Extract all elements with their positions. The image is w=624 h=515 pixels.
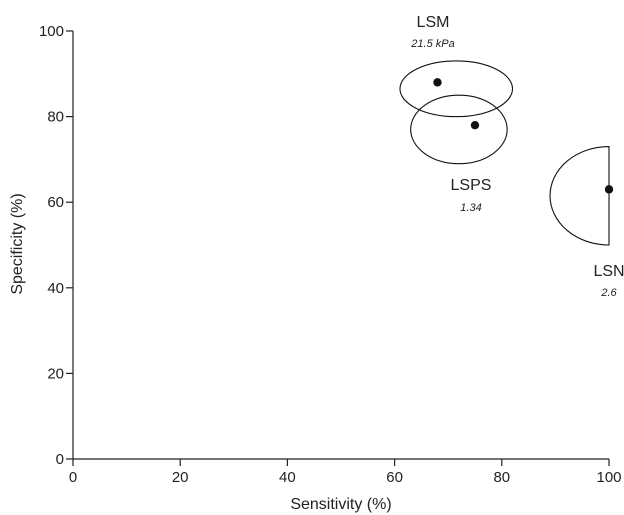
y-tick-label: 100 — [39, 23, 64, 40]
point-lsps — [470, 120, 480, 130]
x-tick-label: 40 — [279, 469, 296, 486]
x-tick-label: 60 — [386, 469, 403, 486]
point-cutoff-lsps: 1.34 — [460, 202, 481, 214]
x-tick-label: 80 — [493, 469, 510, 486]
confidence-region-lsm — [399, 60, 514, 118]
confidence-region-lsps — [410, 94, 508, 165]
y-tick-label: 0 — [56, 451, 64, 468]
y-tick-label: 80 — [47, 109, 64, 126]
x-tick-label: 20 — [172, 469, 189, 486]
plot-area: 0 20 40 60 80 100 0 20 40 60 80 100 LSM 21.5 kPa LSPS 1… — [39, 14, 624, 486]
confidence-region-lsn — [549, 146, 610, 246]
x-tick-label: 0 — [69, 469, 77, 486]
point-lsm — [433, 78, 442, 87]
y-tick-label: 40 — [47, 280, 64, 297]
point-cutoff-lsn: 2.6 — [600, 287, 617, 299]
point-lsn — [604, 185, 614, 194]
y-tick-label: 20 — [47, 365, 64, 382]
point-label-lsps: LSPS — [451, 177, 492, 194]
y-axis-title: Specificity (%) — [9, 193, 26, 294]
point-cutoff-lsm: 21.5 kPa — [410, 38, 454, 50]
y-tick-label: 60 — [47, 194, 64, 211]
x-axis-title: Sensitivity (%) — [290, 496, 391, 513]
point-label-lsm: LSM — [417, 14, 450, 31]
x-tick-label: 100 — [596, 469, 621, 486]
point-label-lsn: LSN — [593, 263, 624, 280]
